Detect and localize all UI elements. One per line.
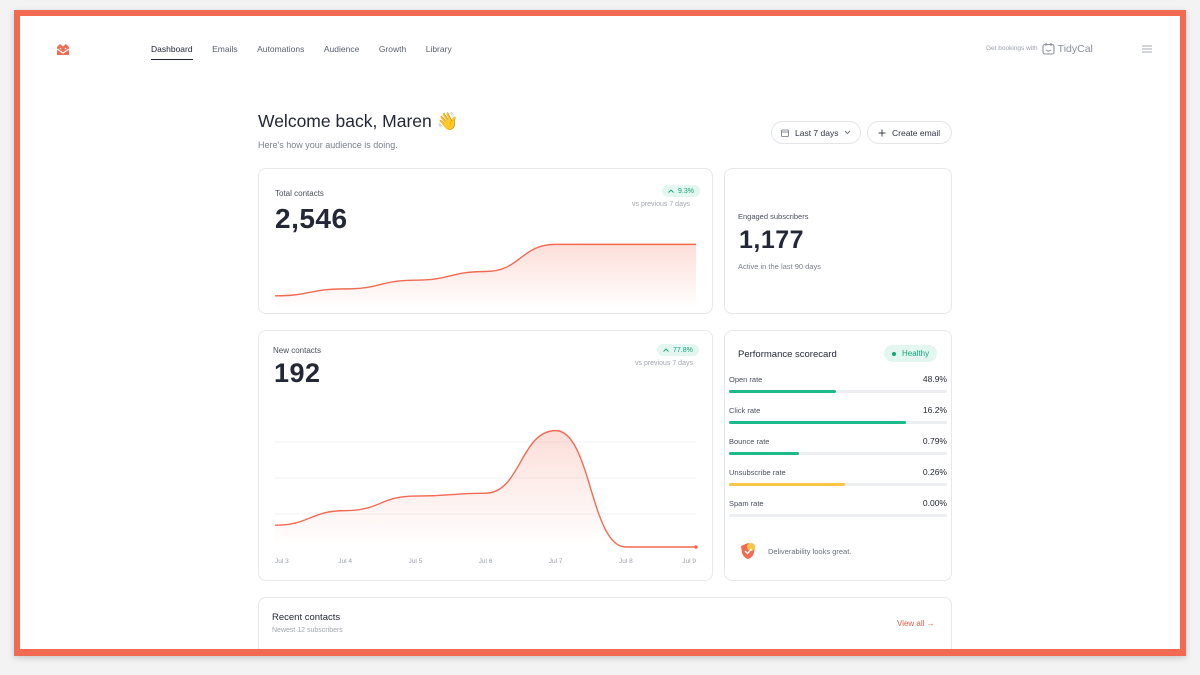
total-contacts-chart [274, 243, 696, 309]
total-contacts-value: 2,546 [275, 203, 348, 234]
metric-click-rate: Click rate 16.2% [729, 405, 947, 434]
new-contacts-change-badge: 77.8% [657, 344, 699, 356]
deliverability-row: Deliverability looks great. [738, 541, 851, 561]
metric-track [729, 390, 947, 393]
last-point [694, 545, 698, 549]
metric-label: Open rate [729, 375, 763, 384]
x-tick-label: Jul 5 [408, 558, 422, 565]
status-dot-icon [892, 351, 896, 356]
window-frame: Dashboard Emails Automations Audience Gr… [14, 10, 1186, 656]
metric-value: 0.26% [922, 467, 947, 477]
recent-contacts-card: Recent contacts Newest 12 subscribers Vi… [258, 597, 952, 649]
metric-label: Bounce rate [729, 437, 770, 446]
new-contacts-vs: vs previous 7 days [635, 360, 693, 367]
metric-track [729, 514, 947, 517]
tab-audience[interactable]: Audience [323, 44, 360, 54]
area-fill [275, 430, 696, 547]
new-contacts-value: 192 [274, 358, 321, 388]
metric-label: Spam rate [729, 499, 764, 508]
engaged-value: 1,177 [739, 226, 805, 254]
new-contacts-label: New contacts [273, 346, 322, 355]
new-contacts-change: 77.8% [673, 346, 693, 354]
metric-value: 0.00% [922, 498, 947, 508]
tidycal-logo-icon [1042, 43, 1055, 55]
create-email-button[interactable]: Create email [867, 121, 952, 144]
engaged-label: Engaged subscribers [738, 212, 809, 221]
tab-library[interactable]: Library [425, 44, 452, 54]
x-tick-label: Jul 3 [275, 558, 289, 565]
x-tick-label: Jul 8 [619, 558, 633, 565]
menu-icon[interactable] [1142, 45, 1152, 53]
calendar-icon [781, 129, 789, 137]
tidycal-promo[interactable]: Get bookings with TidyCal [986, 42, 1093, 55]
metric-fill [729, 390, 836, 393]
x-tick-label: Jul 7 [549, 558, 563, 565]
tab-growth[interactable]: Growth [378, 44, 407, 54]
tab-emails[interactable]: Emails [212, 44, 238, 54]
scorecard-title: Performance scorecard [738, 349, 837, 360]
series-line [274, 429, 696, 548]
tab-automations[interactable]: Automations [257, 44, 305, 54]
total-contacts-label: Total contacts [275, 189, 324, 198]
view-all-link[interactable]: View all → [897, 619, 935, 628]
x-tick-label: Jul 9 [682, 558, 696, 565]
logo-icon[interactable] [56, 43, 70, 57]
healthy-label: Healthy [902, 349, 930, 358]
create-email-label: Create email [892, 127, 941, 138]
total-contacts-vs: vs previous 7 days [632, 201, 690, 208]
promo-brand: TidyCal [1057, 42, 1093, 55]
nav-tabs: Dashboard Emails Automations Audience Gr… [151, 44, 471, 60]
metric-unsubscribe-rate: Unsubscribe rate 0.26% [729, 467, 947, 496]
deliverability-text: Deliverability looks great. [768, 546, 852, 556]
metric-spam-rate: Spam rate 0.00% [729, 498, 947, 527]
metric-fill [729, 483, 845, 486]
engaged-subscribers-card[interactable]: Engaged subscribers 1,177 Active in the … [724, 168, 952, 314]
top-nav: Dashboard Emails Automations Audience Gr… [20, 16, 1180, 72]
new-contacts-card[interactable]: New contacts 192 77.8% vs previous 7 day… [258, 330, 713, 581]
metric-track [729, 421, 947, 424]
date-range-button[interactable]: Last 7 days [771, 121, 861, 144]
healthy-badge: Healthy [884, 345, 938, 362]
new-contacts-chart: Jul 3 Jul 4 Jul 5 Jul 6 Jul 7 Jul 8 Jul 9 [274, 429, 698, 565]
page-subtitle: Here's how your audience is doing. [258, 140, 398, 150]
metric-track [729, 483, 947, 486]
metric-fill [729, 421, 906, 424]
tab-dashboard[interactable]: Dashboard [151, 44, 193, 60]
metric-value: 0.79% [922, 436, 947, 446]
date-range-label: Last 7 days [795, 127, 839, 138]
metric-value: 48.9% [922, 374, 947, 384]
dashboard-app: Dashboard Emails Automations Audience Gr… [20, 16, 1180, 649]
x-tick-label: Jul 6 [479, 558, 493, 565]
x-tick-label: Jul 4 [338, 558, 352, 565]
metric-fill [729, 452, 799, 455]
shield-check-icon [741, 543, 755, 559]
metric-open-rate: Open rate 48.9% [729, 374, 947, 403]
metric-label: Click rate [729, 406, 761, 415]
metric-bounce-rate: Bounce rate 0.79% [729, 436, 947, 465]
total-contacts-change: 9.3% [678, 187, 694, 195]
area-fill [275, 244, 696, 309]
engaged-note: Active in the last 90 days [738, 262, 821, 271]
metric-label: Unsubscribe rate [729, 468, 786, 477]
arrow-up-icon [663, 348, 669, 352]
metric-track [729, 452, 947, 455]
total-contacts-change-badge: 9.3% [662, 185, 700, 197]
arrow-up-icon [668, 189, 674, 193]
recent-contacts-subtitle: Newest 12 subscribers [272, 627, 343, 634]
metric-value: 16.2% [922, 405, 947, 415]
page-title: Welcome back, Maren 👋 [258, 111, 459, 131]
chevron-down-icon [845, 130, 851, 135]
plus-icon [878, 129, 886, 136]
total-contacts-card[interactable]: Total contacts 2,546 9.3% vs previous 7 … [258, 168, 713, 314]
promo-text: Get bookings with [986, 45, 1038, 52]
recent-contacts-title: Recent contacts [272, 612, 341, 623]
performance-scorecard-card: Performance scorecard Healthy Open rate 4… [724, 330, 952, 581]
series-line [274, 243, 696, 297]
